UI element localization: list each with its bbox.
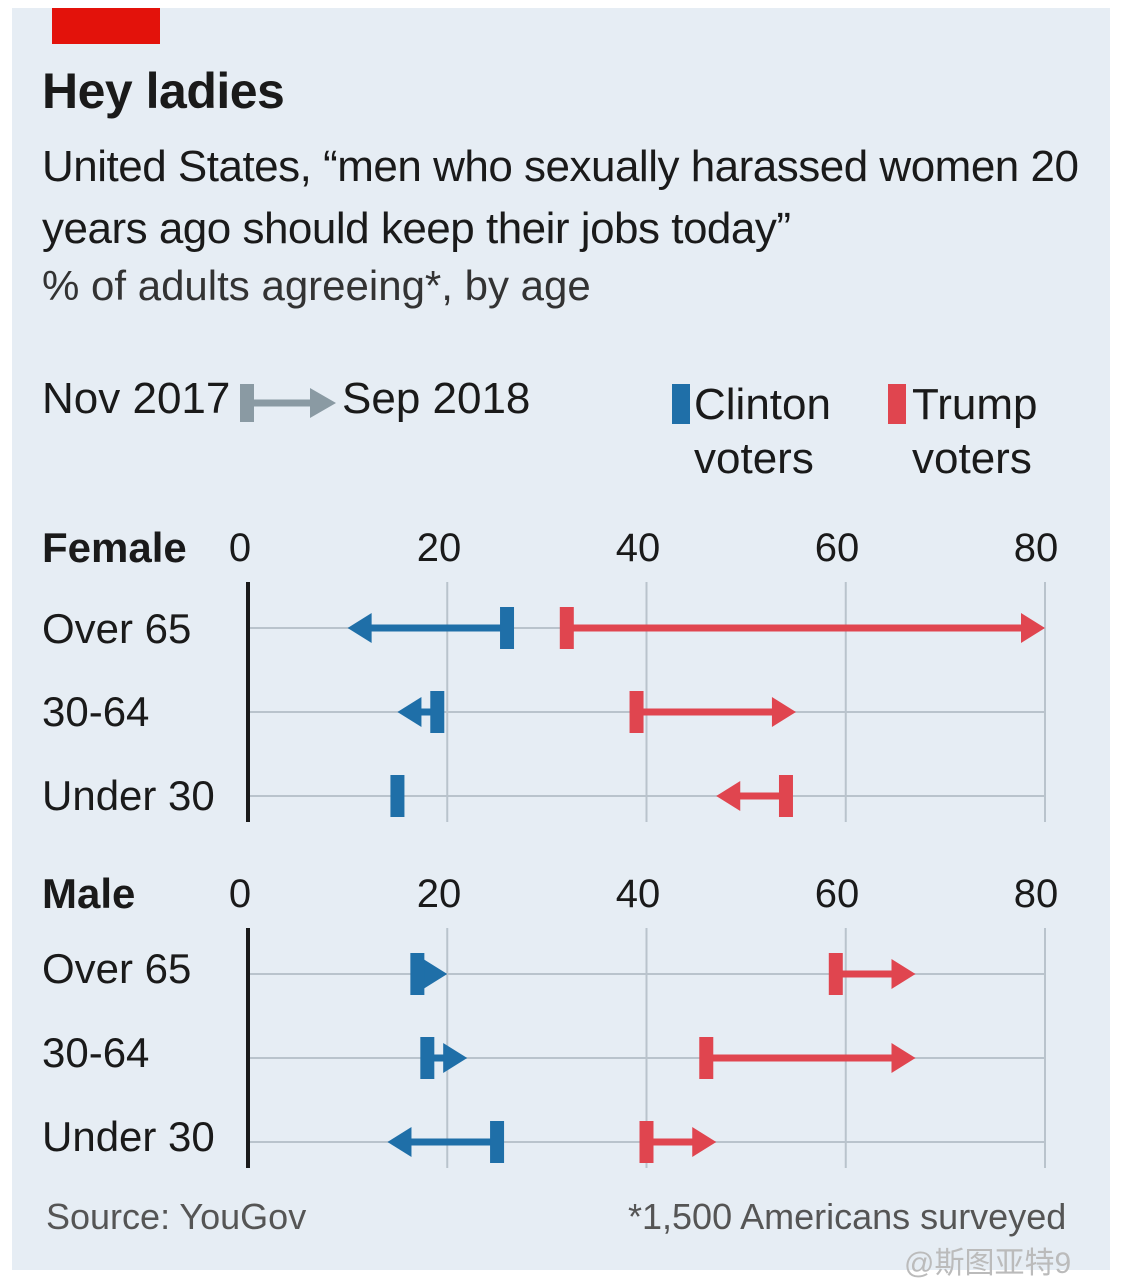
clinton-female-2-start-marker [390,775,405,817]
trump-male-0-arrowhead [891,959,916,989]
clinton-male-2-arrowhead [387,1127,412,1157]
trump-female-1-arrowhead [771,697,796,727]
legend-from-label: Nov 2017 [42,374,231,423]
tick-label-male-80: 80 [1013,872,1059,916]
trump-male-2-arrowhead [692,1127,717,1157]
tick-label-male-20: 20 [416,872,462,916]
tick-label-male-0: 0 [228,872,252,916]
legend-clinton-swatch [672,384,690,424]
tick-label-female-40: 40 [615,526,661,570]
chart-subtitle: United States, “men who sexually harasse… [42,142,1079,253]
trump-male-1-arrowhead [891,1043,916,1073]
trump-female-1-start-marker [629,691,644,733]
trump-female-2-start-marker [778,775,793,817]
row-label-female-over65: Over 65 [42,605,192,652]
legend-start-marker [240,384,254,422]
watermark: @斯图亚特9 [904,1247,1072,1280]
panel-label-female: Female [42,524,187,571]
clinton-male-2-start-marker [490,1121,505,1163]
legend-arrow-head [310,388,336,418]
panel-label-male: Male [42,870,136,917]
chart-title: Hey ladies [42,63,285,119]
footnote: *1,500 Americans surveyed [628,1196,1067,1237]
row-label-male-under30: Under 30 [42,1113,215,1160]
trump-female-0-start-marker [559,607,574,649]
legend-clinton-label: Clinton voters [694,380,831,483]
tick-label-male-60: 60 [814,872,860,916]
clinton-male-0-start-marker [410,953,425,995]
clinton-male-0-arrowhead [423,959,448,989]
trump-female-0-arrowhead [1021,613,1045,643]
row-label-male-30-64: 30-64 [42,1029,150,1076]
legend-to-label: Sep 2018 [342,374,531,423]
tick-label-female-60: 60 [814,526,860,570]
trump-male-1-start-marker [699,1037,714,1079]
row-label-male-over65: Over 65 [42,945,192,992]
clinton-male-1-arrowhead [443,1043,468,1073]
trump-male-0-start-marker [828,953,843,995]
row-label-female-30-64: 30-64 [42,688,150,735]
trump-female-2-arrowhead [716,781,741,811]
trump-male-2-start-marker [639,1121,654,1163]
legend-trump-swatch [888,384,906,424]
unit-note: % of adults agreeing*, by age [42,262,591,309]
tick-label-male-40: 40 [615,872,661,916]
tick-label-female-0: 0 [228,526,252,570]
clinton-female-1-arrowhead [397,697,422,727]
brand-red-bar [52,8,160,44]
tick-label-female-80: 80 [1013,526,1059,570]
clinton-female-0-start-marker [500,607,515,649]
source-note: Source: YouGov [46,1196,307,1237]
legend-trump-label: Trump voters [912,380,1038,483]
tick-label-female-20: 20 [416,526,462,570]
clinton-female-0-arrowhead [347,613,372,643]
clinton-male-1-start-marker [420,1037,435,1079]
row-label-female-under30: Under 30 [42,772,215,819]
clinton-female-1-start-marker [430,691,445,733]
